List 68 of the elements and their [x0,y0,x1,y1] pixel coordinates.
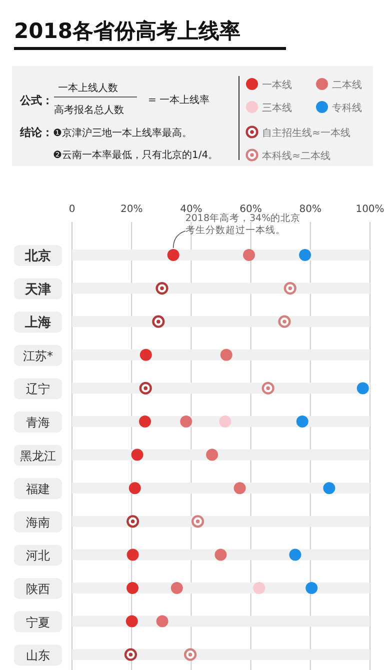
legend-label: 二本线 [332,79,362,91]
y-tick-label: 山东 [26,648,50,663]
y-tick-label: 北京 [24,248,51,264]
point [128,482,141,494]
point [278,315,291,328]
point [139,382,152,394]
point [156,615,168,628]
y-tick-label: 河北 [26,548,50,563]
x-tick-label: 20% [120,204,143,215]
legend-label: 三本线 [262,102,292,114]
y-tick-label: 青海 [26,416,50,430]
point [191,515,204,528]
point [262,382,274,394]
point [299,249,312,261]
x-tick-label: 100% [356,204,384,215]
point [323,482,336,494]
y-tick-label: 福建 [26,482,50,496]
point [126,548,139,561]
y-tick-label: 天津 [24,282,51,298]
point [152,315,165,328]
legend-label: 本科线≈二本线 [262,150,330,162]
y-tick-label: 陕西 [26,582,50,596]
text: ❷云南一本率最低，只有北京的1/4。 [53,149,218,161]
text: 公式： [19,94,53,107]
x-tick-label: 80% [299,204,322,215]
point [170,582,183,594]
legend-label: 自主招生线≈一本线 [262,127,350,139]
point [180,416,192,428]
point [126,615,138,628]
point [220,348,232,361]
y-tick-label: 黑龙江 [20,448,56,463]
point [296,416,308,428]
point [140,348,152,361]
text: = 一本上线率 [148,94,210,106]
point [253,582,266,594]
point [139,416,152,428]
point [131,448,144,461]
point [156,282,168,295]
point [184,648,197,661]
legend-label: 一本线 [262,79,292,91]
point [234,482,246,494]
text: 一本上线人数 [58,82,118,94]
text: ❶京津沪三地一本上线率最高。 [53,127,192,139]
text: 高考报名总人数 [54,104,124,116]
point [289,548,302,561]
point [167,249,180,261]
x-tick-label: 0 [68,204,76,215]
y-tick-label: 宁夏 [26,615,50,630]
point [126,582,138,594]
point [356,382,369,394]
point [284,282,296,295]
legend-label: 专科线 [332,102,362,114]
y-tick-label: 海南 [26,515,50,530]
y-tick-label: 江苏* [23,348,53,363]
point [306,582,318,594]
x-tick-label: 60% [240,204,262,215]
x-tick-label: 40% [180,204,202,215]
y-tick-label: 辽宁 [26,382,50,396]
point [124,648,138,661]
y-tick-label: 上海 [24,316,51,331]
point [243,249,256,261]
point [214,548,227,561]
point [206,448,218,461]
chart-title: 2018各省份高考上线率 [14,19,240,43]
point [126,515,140,528]
annotation: 2018年高考，34%的北京考生分数超过一本线。 [185,212,301,236]
point [219,416,232,428]
text: 结论： [19,126,53,139]
